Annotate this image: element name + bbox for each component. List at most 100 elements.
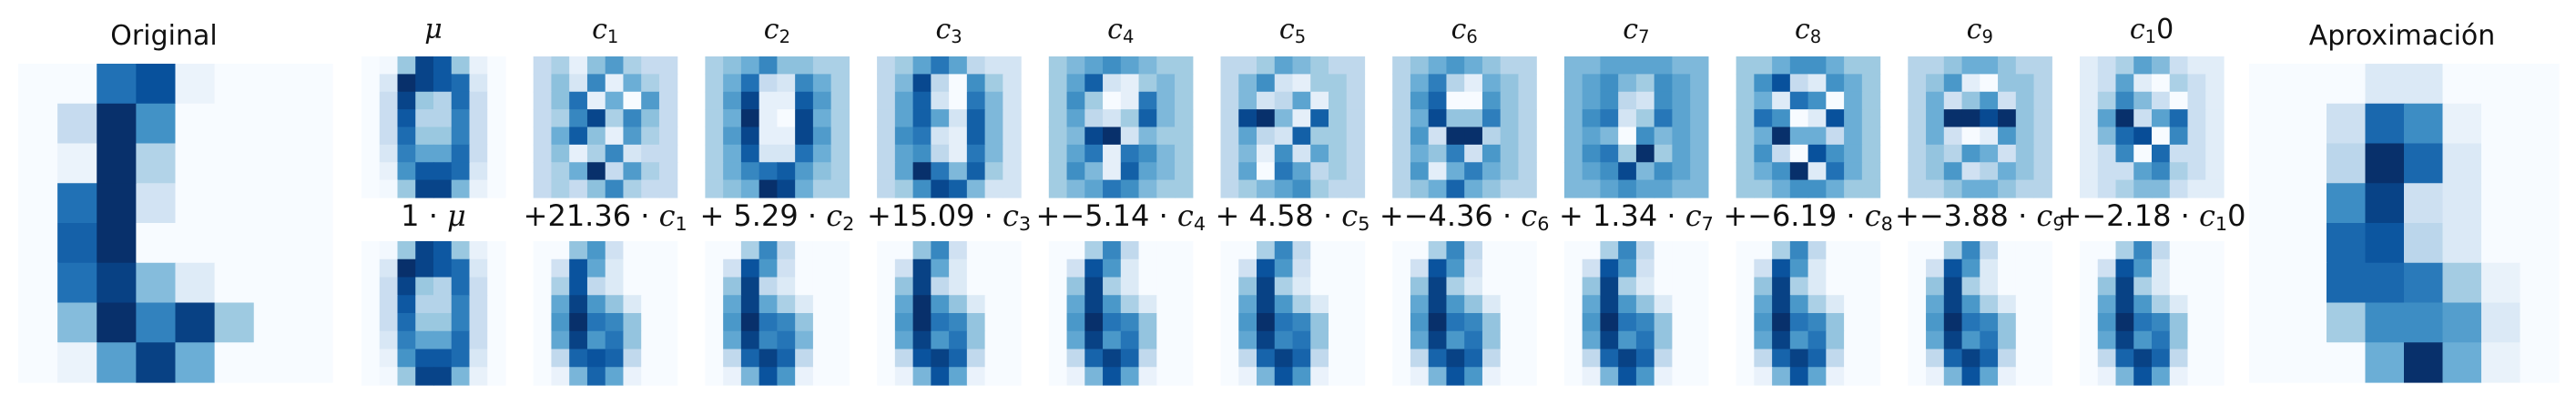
term-5-image-pixel [1257,241,1276,260]
component-7-image-pixel [1635,56,1655,75]
component-5-image-pixel [1274,162,1294,181]
mean-component-image-pixel [379,91,399,110]
original-image-pixel [18,223,58,264]
component-6-image-pixel [1392,127,1411,146]
component-1-image-pixel [586,162,606,181]
component-5-image-pixel [1220,144,1239,163]
component-2-image-pixel [759,127,778,146]
term-2-image-pixel [830,330,850,350]
approximation-image-pixel [2442,183,2482,224]
term-4-image-pixel [1103,367,1122,386]
term-2-image-pixel [723,313,742,332]
term-3-image-pixel [1003,295,1022,314]
coef-text: +−4.36 · [1379,198,1522,233]
component-subscript: 9 [1981,25,1993,47]
mean-term-image-pixel [415,367,434,386]
term-3-image-pixel [984,241,1003,260]
coef-symbol: c [1341,198,1359,233]
component-10-image-pixel [2152,144,2171,163]
term-5-image-pixel [1310,367,1329,386]
approximation-image-pixel [2365,64,2405,105]
component-10-image-pixel [2187,74,2206,93]
term-10-image-pixel [2169,313,2189,332]
term-5-image-pixel [1310,349,1329,368]
component-8-image-pixel [1789,56,1809,75]
term-3-image-pixel [949,277,968,296]
component-7-image-pixel [1600,127,1619,146]
component-5-image-pixel [1238,144,1257,163]
term-8-image-pixel [1754,367,1773,386]
component-8-image-pixel [1772,91,1791,110]
term-10-image-pixel [2152,367,2171,386]
component-symbol: c [1966,14,1982,46]
component-4-image-pixel [1156,127,1176,146]
component-4-image-pixel [1066,109,1085,128]
original-image-pixel [175,143,216,184]
term-6-image-pixel [1410,313,1430,332]
mean-component-image-pixel [433,74,453,93]
term-7-image-pixel [1600,313,1619,332]
mean-term-image-pixel [451,258,471,278]
component-9-image-pixel [2033,74,2052,93]
component-5-image-pixel [1292,56,1311,75]
component-10-image-pixel [2115,179,2134,198]
term-7-image-pixel [1672,313,1691,332]
term-9-image-pixel [1980,313,1999,332]
component-5-image-pixel [1238,91,1257,110]
approximation-image-pixel [2327,143,2367,184]
coef-text: +−5.14 · [1035,198,1177,233]
term-2-image-pixel [795,295,814,314]
component-7-image-pixel [1582,127,1601,146]
term-2-image-pixel [759,349,778,368]
term-7-image-pixel [1563,313,1583,332]
approximation-image-pixel [2287,143,2327,184]
term-8-image-pixel [1789,277,1809,296]
component-6-image-pixel [1481,91,1502,110]
term-10-image-pixel [2205,330,2225,350]
component-2-image-pixel [830,179,850,198]
term-5-image-pixel [1220,330,1239,350]
approximation-image-pixel [2442,143,2482,184]
mean-term-image-pixel [433,258,453,278]
component-7-image-pixel [1563,127,1583,146]
component-3-image-pixel [949,179,968,198]
original-image-pixel [97,262,137,304]
component-2-image-pixel [759,91,778,110]
component-7-image-pixel [1654,144,1673,163]
mean-term-image-pixel [487,241,506,260]
mean-term-image-pixel [361,313,381,332]
component-3-image-pixel [877,91,896,110]
original-image-pixel [292,262,333,304]
original-image-pixel [136,183,177,224]
component-9-image-pixel [2015,109,2035,128]
component-3-image-pixel [877,74,896,93]
term-2-image-pixel [777,330,796,350]
term-4-coefficient: +−5.14 · c4 [1008,198,1234,235]
term-5-image-pixel [1220,258,1239,278]
term-10-image-pixel [2080,313,2099,332]
component-2-image-pixel [740,74,760,93]
term-10-image-pixel [2152,241,2171,260]
term-5-image-pixel [1292,349,1311,368]
component-6-image-pixel [1410,56,1430,75]
component-1-label: c1 [515,14,696,47]
term-9-image-pixel [2015,349,2035,368]
component-9-image-pixel [1961,144,1980,163]
term-10-image-pixel [2152,349,2171,368]
term-4-image-pixel [1120,295,1140,314]
component-7-image-pixel [1563,162,1583,181]
component-5-image-pixel [1257,56,1276,75]
component-2-image-pixel [777,127,796,146]
term-2-image-pixel [777,277,796,296]
component-1-image-pixel [533,56,553,75]
component-9-image-pixel [1943,144,1963,163]
term-8-image-pixel [1754,349,1773,368]
term-3-image-pixel [912,277,932,296]
term-8-image-pixel [1736,295,1755,314]
component-4-image-pixel [1066,74,1085,93]
component-1-image-pixel [641,109,660,128]
coef-symbol: c [1176,198,1194,233]
term-5-image-pixel [1310,313,1329,332]
component-3-image-pixel [931,91,950,110]
component-7-image-pixel [1654,127,1673,146]
